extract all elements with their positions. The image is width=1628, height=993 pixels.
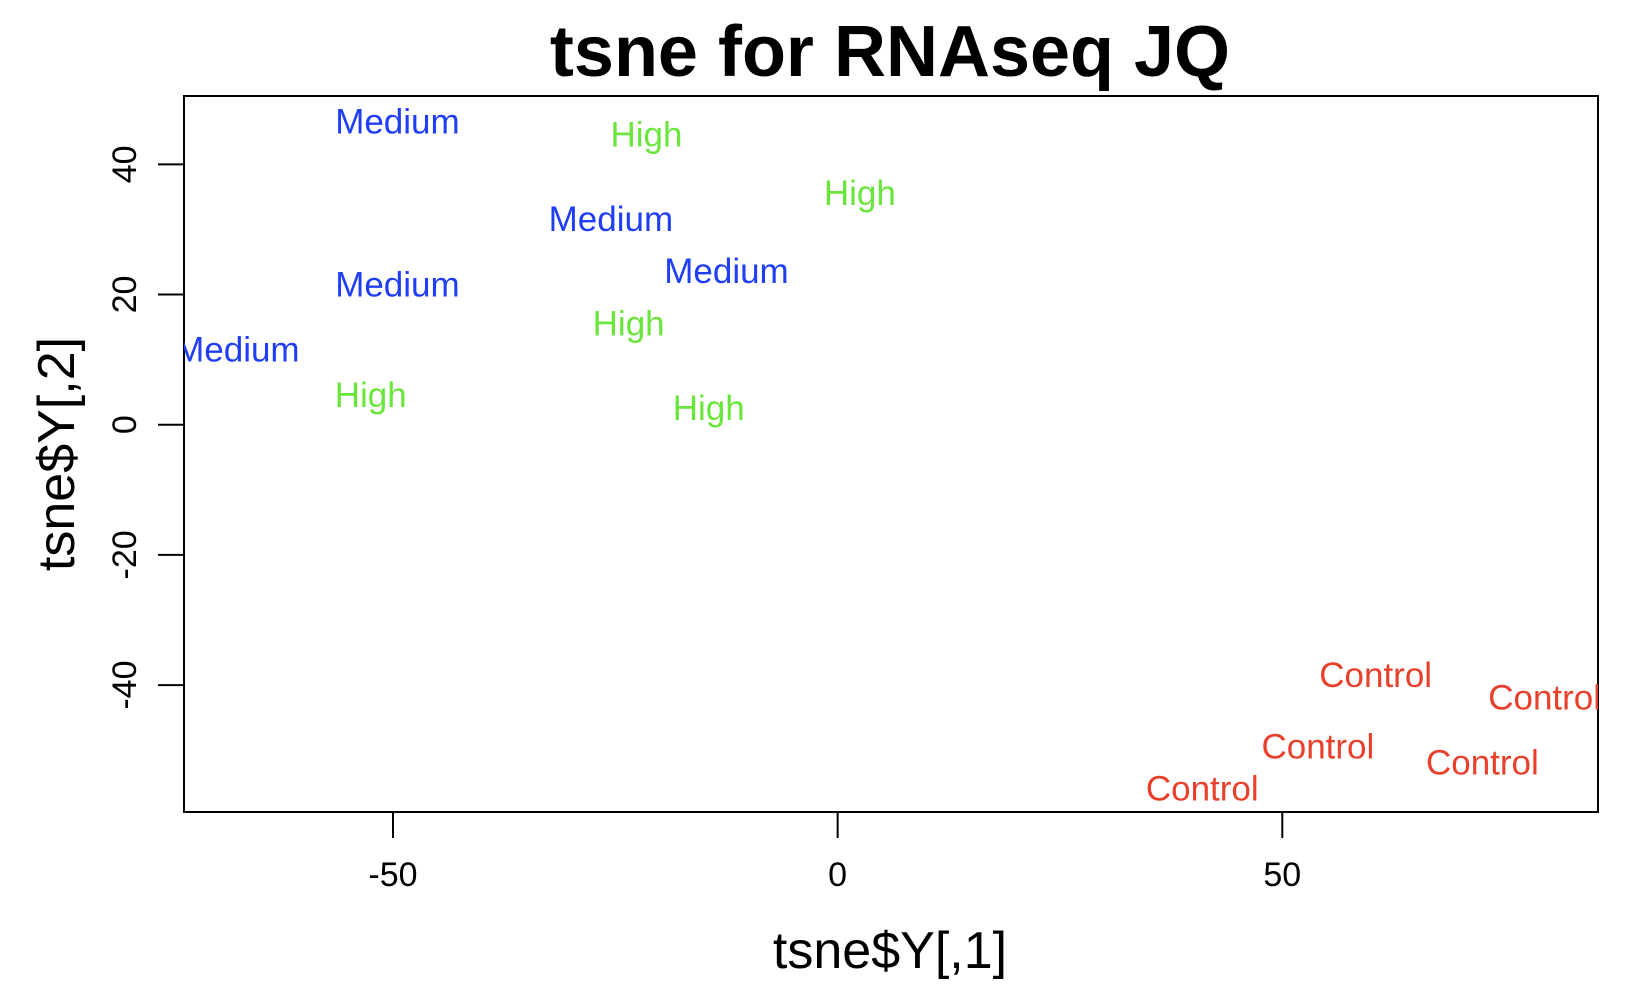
point-label-control: Control xyxy=(1146,770,1259,809)
x-axis: -50 0 50 xyxy=(368,811,1301,894)
y-tick-label: 40 xyxy=(106,145,144,183)
x-tick-label: 0 xyxy=(828,856,847,894)
point-label-high: High xyxy=(824,174,896,213)
y-tick-label: 0 xyxy=(106,415,144,434)
x-tick-label: 50 xyxy=(1263,856,1301,894)
y-axis-label: tsne$Y[,2] xyxy=(28,337,86,571)
chart-title: tsne for RNAseq JQ xyxy=(550,12,1230,92)
point-label-medium: Medium xyxy=(335,103,459,142)
point-labels: Medium High High Medium Medium Medium High Medi… xyxy=(175,103,1601,809)
x-axis-label: tsne$Y[,1] xyxy=(773,922,1007,980)
y-tick-label: 20 xyxy=(106,276,144,314)
point-label-medium: Medium xyxy=(335,265,459,304)
point-label-high: High xyxy=(673,389,745,428)
point-label-high: High xyxy=(335,376,407,415)
point-label-control: Control xyxy=(1488,679,1601,718)
y-tick-label: -40 xyxy=(106,661,144,710)
point-label-high: High xyxy=(610,116,682,155)
point-label-control: Control xyxy=(1261,727,1374,766)
y-axis: -40 -20 0 20 40 xyxy=(106,145,185,710)
x-tick-label: -50 xyxy=(368,856,417,894)
point-label-control: Control xyxy=(1319,656,1432,695)
y-tick-label: -20 xyxy=(106,530,144,579)
point-label-medium: Medium xyxy=(549,200,673,239)
point-label-medium: Medium xyxy=(664,252,788,291)
point-label-high: High xyxy=(593,304,665,343)
point-label-control: Control xyxy=(1426,744,1539,783)
point-label-medium: Medium xyxy=(175,330,299,369)
